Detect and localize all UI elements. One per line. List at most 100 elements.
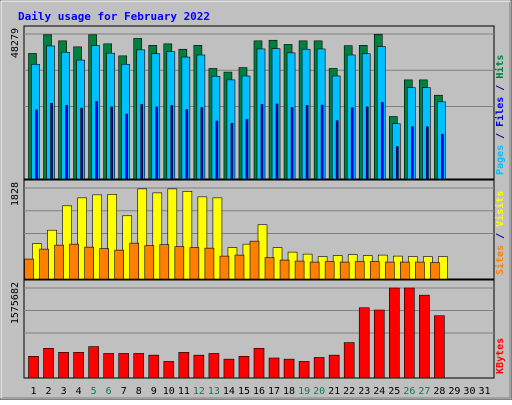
bar-hits-files-pages-files-9 <box>155 106 159 180</box>
legend-part-hits-files-pages-0: Pages <box>495 145 506 175</box>
bar-kbytes-kbytes-25 <box>388 287 400 379</box>
bar-kbytes-kbytes-15 <box>238 355 250 379</box>
legend-part-hits-files-pages-4: Hits <box>494 55 506 79</box>
x-tick-label-28: 28 <box>433 386 445 397</box>
bar-kbytes-kbytes-24 <box>373 309 385 379</box>
x-tick-label-20: 20 <box>313 386 325 397</box>
bar-visits-sites-sites-16 <box>249 240 260 280</box>
x-tick-label-1: 1 <box>31 386 37 397</box>
bar-hits-files-pages-files-16 <box>260 104 264 180</box>
bar-visits-sites-sites-24 <box>369 261 380 280</box>
bar-visits-sites-sites-21 <box>324 261 335 280</box>
x-tick-label-25: 25 <box>388 386 400 397</box>
legend-part-visits-sites-2: Visits <box>494 191 506 227</box>
bar-visits-sites-sites-18 <box>279 259 290 280</box>
bar-hits-files-pages-files-19 <box>305 105 309 180</box>
bar-hits-files-pages-files-12 <box>200 107 204 180</box>
bar-hits-files-pages-files-7 <box>125 113 129 180</box>
bar-visits-sites-sites-22 <box>339 261 350 280</box>
bar-hits-files-pages-files-3 <box>65 105 68 180</box>
bar-kbytes-kbytes-28 <box>434 315 445 379</box>
bar-kbytes-kbytes-21 <box>328 354 340 379</box>
x-tick-label-14: 14 <box>223 386 235 397</box>
bar-kbytes-kbytes-5 <box>88 346 99 379</box>
bar-kbytes-kbytes-19 <box>298 361 310 379</box>
bar-kbytes-kbytes-11 <box>178 351 190 379</box>
x-tick-label-29: 29 <box>448 386 460 397</box>
bar-kbytes-kbytes-16 <box>253 347 265 379</box>
series-legend-visits-sites: Sites / Visits <box>494 191 506 275</box>
bar-visits-sites-sites-6 <box>99 248 109 280</box>
bar-kbytes-kbytes-27 <box>419 294 430 379</box>
bar-visits-sites-sites-23 <box>354 261 365 280</box>
bar-kbytes-kbytes-6 <box>103 353 114 379</box>
bar-kbytes-kbytes-18 <box>283 358 295 379</box>
bar-hits-files-pages-files-20 <box>320 104 324 180</box>
x-tick-label-6: 6 <box>106 386 112 397</box>
x-tick-label-9: 9 <box>151 386 157 397</box>
bar-visits-sites-sites-17 <box>264 257 275 280</box>
bar-visits-sites-sites-9 <box>144 245 155 280</box>
bar-visits-sites-sites-12 <box>189 247 200 280</box>
x-tick-label-8: 8 <box>136 386 142 397</box>
bar-kbytes-kbytes-1 <box>28 355 39 379</box>
bar-kbytes-kbytes-13 <box>208 353 220 379</box>
bar-kbytes-kbytes-8 <box>133 353 145 379</box>
bar-hits-files-pages-files-8 <box>140 104 144 180</box>
bar-visits-sites-sites-28 <box>430 262 440 280</box>
legend-part-visits-sites-0: Sites <box>494 245 506 275</box>
bar-kbytes-kbytes-2 <box>43 347 54 379</box>
x-tick-label-7: 7 <box>121 386 127 397</box>
bar-visits-sites-sites-5 <box>84 246 94 280</box>
bar-hits-files-pages-files-25 <box>395 146 399 180</box>
x-tick-label-19: 19 <box>298 386 310 397</box>
ymax-label-hits-files-pages: 48279 <box>10 28 21 58</box>
bar-hits-files-pages-files-23 <box>365 106 369 180</box>
bar-visits-sites-sites-25 <box>384 261 395 280</box>
bar-visits-sites-visits-4 <box>77 197 87 280</box>
bar-hits-files-pages-files-21 <box>335 120 339 180</box>
bar-visits-sites-sites-11 <box>174 246 185 280</box>
series-legend-kbytes: KBytes <box>495 338 506 374</box>
x-tick-label-15: 15 <box>238 386 250 397</box>
x-tick-label-3: 3 <box>61 386 67 397</box>
bar-kbytes-kbytes-20 <box>313 357 325 379</box>
bar-visits-sites-sites-13 <box>204 247 215 280</box>
bar-hits-files-pages-files-17 <box>275 103 279 180</box>
bar-hits-files-pages-files-13 <box>215 120 219 180</box>
bar-visits-sites-visits-11 <box>182 191 193 280</box>
x-tick-label-26: 26 <box>403 386 415 397</box>
bar-visits-sites-visits-13 <box>212 197 223 280</box>
x-tick-label-22: 22 <box>343 386 355 397</box>
x-tick-label-27: 27 <box>418 386 430 397</box>
bar-hits-files-pages-files-11 <box>185 109 189 180</box>
bar-kbytes-kbytes-26 <box>404 287 415 379</box>
bar-hits-files-pages-files-4 <box>80 107 83 180</box>
bar-visits-sites-visits-12 <box>197 196 208 280</box>
bar-kbytes-kbytes-3 <box>58 351 69 379</box>
bar-visits-sites-visits-28 <box>438 256 448 280</box>
bar-kbytes-kbytes-22 <box>343 342 355 379</box>
bar-hits-files-pages-files-6 <box>110 106 113 180</box>
x-tick-label-2: 2 <box>46 386 52 397</box>
legend-part-visits-sites-1: / <box>495 227 506 245</box>
x-tick-label-5: 5 <box>91 386 97 397</box>
bar-kbytes-kbytes-4 <box>73 351 84 379</box>
bar-hits-files-pages-files-28 <box>441 133 444 180</box>
bar-hits-files-pages-files-22 <box>350 107 354 180</box>
legend-part-hits-files-pages-1: / <box>495 127 506 145</box>
bar-visits-sites-sites-15 <box>234 254 245 280</box>
bar-kbytes-kbytes-9 <box>148 354 160 379</box>
bar-visits-sites-sites-4 <box>69 243 79 280</box>
x-tick-label-13: 13 <box>208 386 220 397</box>
bar-visits-sites-visits-5 <box>92 194 102 280</box>
bar-visits-sites-visits-8 <box>137 188 148 280</box>
bar-hits-files-pages-files-1 <box>35 109 38 180</box>
bar-kbytes-kbytes-7 <box>118 353 130 379</box>
x-tick-label-4: 4 <box>76 386 82 397</box>
bar-kbytes-kbytes-10 <box>163 361 175 379</box>
bar-hits-files-pages-files-24 <box>380 102 384 180</box>
